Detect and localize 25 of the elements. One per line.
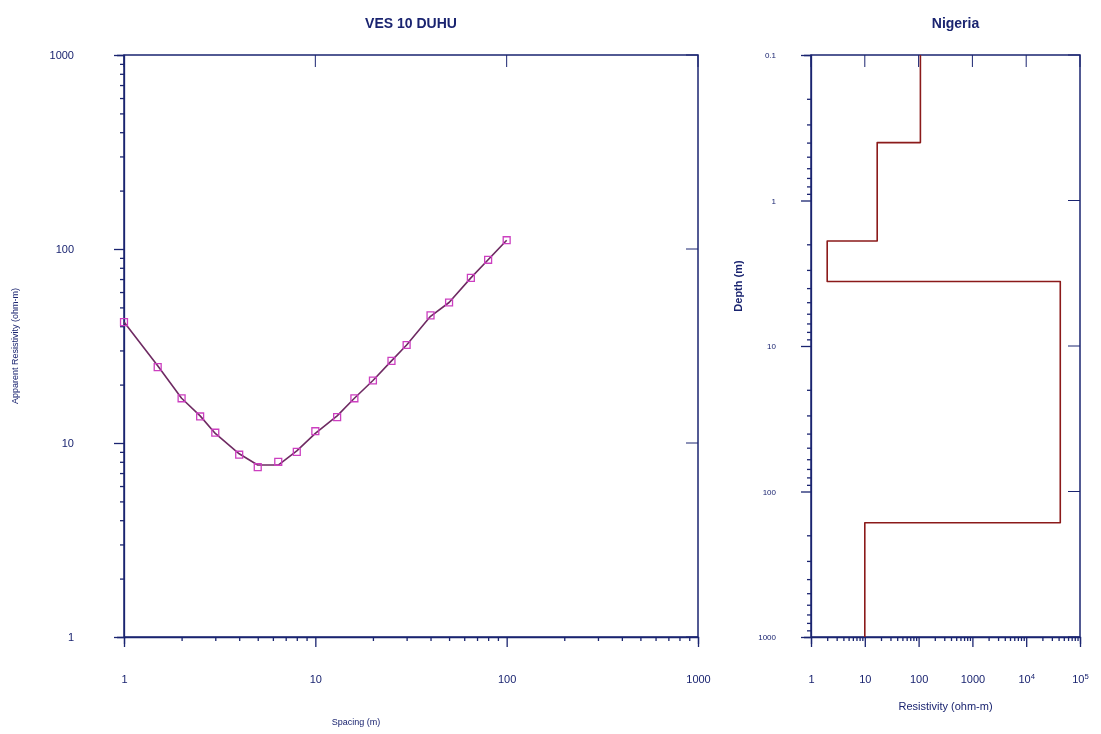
y-tick-label: 1000 xyxy=(758,633,777,643)
x-tick-label: 100 xyxy=(909,672,929,685)
x-tick-label: 1000 xyxy=(686,672,711,685)
x-tick-label: 1 xyxy=(121,672,128,685)
chart-title: Nigeria xyxy=(931,15,980,31)
y-tick-label: 100 xyxy=(762,487,777,497)
x-tick-label: 10 xyxy=(309,672,322,685)
y-tick-label: 0.1 xyxy=(764,51,777,61)
y-tick-label: 10 xyxy=(767,342,777,352)
x-tick-label: 10$^{4}$ xyxy=(1018,671,1036,685)
y-axis-title: Depth (m) xyxy=(732,260,744,312)
x-tick-label: 100 xyxy=(497,672,517,685)
x-tick-label: 1000 xyxy=(960,672,986,685)
y-tick-label: 1 xyxy=(67,631,74,644)
x-axis-title: Resistivity (ohm-m) xyxy=(898,700,993,712)
x-tick-label: 10 xyxy=(859,672,872,685)
x-axis-title: Spacing (m) xyxy=(331,717,381,727)
x-tick-label: 1 xyxy=(808,672,815,685)
y-tick-label: 100 xyxy=(55,243,74,256)
y-tick-label: 1 xyxy=(771,196,777,206)
chart-title: VES 10 DUHU xyxy=(365,15,457,31)
y-tick-label: 10 xyxy=(61,437,74,450)
x-tick-label: 10$^{5}$ xyxy=(1072,671,1089,685)
y-tick-label: 1000 xyxy=(49,49,74,62)
y-axis-title: Apparent Resistivity (ohm-m) xyxy=(10,287,20,405)
